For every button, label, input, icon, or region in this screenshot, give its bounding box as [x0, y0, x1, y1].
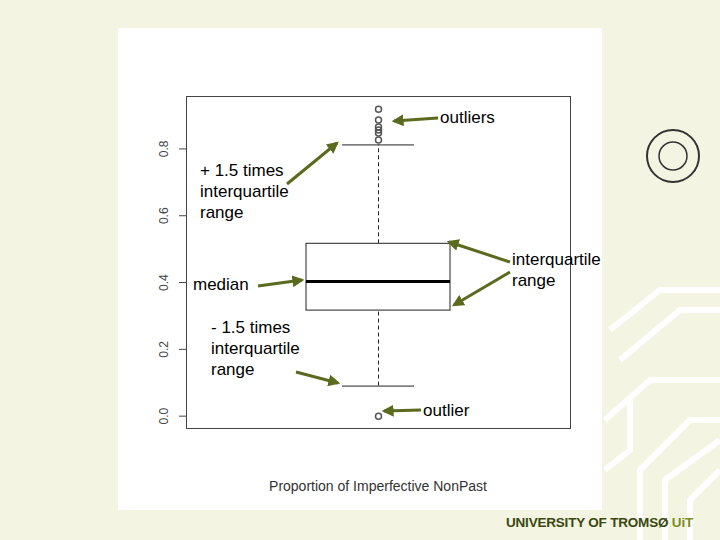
- svg-text:0.0: 0.0: [157, 407, 171, 424]
- html-text:+ 1.5 times interquartile rang: + 1.5 times interquartile range: [200, 161, 289, 222]
- svg-text:0.6: 0.6: [157, 207, 171, 224]
- html-text:- 1.5 times interquartile rang: - 1.5 times interquartile range: [211, 318, 300, 379]
- svg-text:0.2: 0.2: [157, 341, 171, 358]
- html-text:outliers: outliers: [440, 108, 495, 127]
- html-text:UNIVERSITY OF TROMSØ UiT: UNIVERSITY OF TROMSØ UiT: [506, 515, 693, 530]
- html-text:Proportion of Imperfective Non: Proportion of Imperfective NonPast: [269, 478, 487, 494]
- html-text:interquartile range: interquartile range: [512, 250, 601, 290]
- svg-text:0.8: 0.8: [157, 140, 171, 157]
- svg-text:0.4: 0.4: [157, 274, 171, 291]
- html-text:outlier: outlier: [423, 401, 470, 420]
- html-text:median: median: [193, 275, 249, 294]
